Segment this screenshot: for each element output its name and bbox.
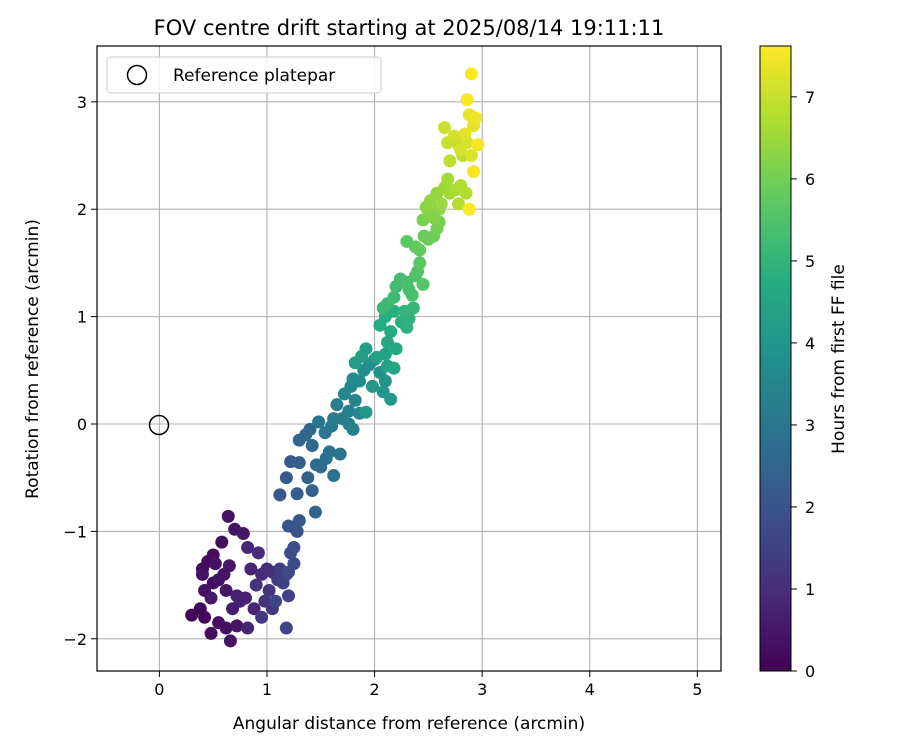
y-tick-label: 3 [77,93,87,112]
data-point [461,93,474,106]
colorbar-tick-label: 1 [805,580,815,599]
data-point [384,393,397,406]
x-tick-label: 2 [369,680,379,699]
data-point [438,121,451,134]
data-point [301,471,314,484]
data-point [196,568,209,581]
data-point [359,342,372,355]
data-point [237,527,250,540]
colorbar: 0 1 2 3 4 5 6 7 Hours from first FF file [760,46,849,681]
data-point [291,487,304,500]
data-point [215,536,228,549]
data-point [469,111,482,124]
colorbar-gradient [760,46,791,671]
data-point [309,506,322,519]
data-point [406,289,419,302]
data-point [293,456,306,469]
data-point [239,591,252,604]
data-point [280,622,293,635]
grid [97,46,721,671]
data-point [224,634,237,647]
colorbar-tick-label: 5 [805,252,815,271]
data-point [334,448,347,461]
data-point [460,187,473,200]
colorbar-tick-label: 3 [805,416,815,435]
data-point [287,541,300,554]
data-point [205,591,218,604]
x-axis-label: Angular distance from reference (arcmin) [233,714,585,734]
data-point [241,622,254,635]
x-tick-label: 5 [692,680,702,699]
data-point [280,471,293,484]
chart-title: FOV centre drift starting at 2025/08/14 … [154,16,665,40]
data-point [282,589,295,602]
data-point [269,595,282,608]
colorbar-label: Hours from first FF file [829,264,849,454]
y-tick-label: 0 [77,415,87,434]
data-point [387,291,400,304]
data-point [387,362,400,375]
data-point [220,622,233,635]
x-tick-label: 1 [262,680,272,699]
data-point [347,423,360,436]
colorbar-tick-label: 0 [805,662,815,681]
data-point [416,278,429,291]
y-tick-label: 1 [77,308,87,327]
data-point [441,173,454,186]
data-point [306,439,319,452]
data-point [323,445,336,458]
colorbar-tick-label: 6 [805,170,815,189]
x-tick-label: 0 [154,680,164,699]
colorbar-tick-label: 2 [805,498,815,517]
data-point [465,67,478,80]
data-point [379,375,392,388]
x-tick-label: 3 [477,680,487,699]
colorbar-ticks: 0 1 2 3 4 5 6 7 [791,88,815,681]
y-tick-label: −2 [63,630,87,649]
data-point [467,165,480,178]
data-point [250,579,263,592]
plot-frame [97,46,721,671]
x-tick-label: 4 [585,680,595,699]
data-point [223,559,236,572]
colorbar-tick-label: 4 [805,334,815,353]
data-point [252,546,265,559]
data-point [273,488,286,501]
data-point [327,469,340,482]
data-point [366,380,379,393]
data-point [330,398,343,411]
data-point [443,154,456,167]
colorbar-tick-label: 7 [805,88,815,107]
data-point [198,611,211,624]
data-point [413,256,426,269]
data-point [359,406,372,419]
data-point [306,484,319,497]
y-tick-label: −1 [63,522,87,541]
data-point [435,197,448,210]
data-point [209,557,222,570]
data-point [413,244,426,257]
data-point [230,619,243,632]
legend: Reference platepar [107,57,381,93]
data-point [407,302,420,315]
data-point [205,627,218,640]
data-point [448,130,461,143]
data-point [255,611,268,624]
data-point [293,514,306,527]
x-axis-ticks: 0 1 2 3 4 5 [154,671,702,699]
y-tick-label: 2 [77,200,87,219]
data-point [471,138,484,151]
y-axis-label: Rotation from reference (arcmin) [23,219,43,499]
data-points [185,67,484,647]
legend-label: Reference platepar [173,66,335,86]
y-axis-ticks: −2 −1 0 1 2 3 [63,93,97,649]
data-point [463,203,476,216]
data-point [222,510,235,523]
